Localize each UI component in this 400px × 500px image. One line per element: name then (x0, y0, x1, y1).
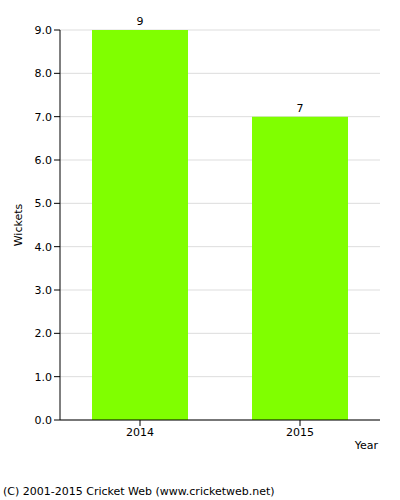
html-text:(C) 2001-2015 Cricket Web (www: (C) 2001-2015 Cricket Web (www.cricketwe… (3, 485, 275, 498)
svg-text:2014: 2014 (126, 426, 154, 439)
html-text:Year: Year (354, 439, 378, 452)
svg-text:9.0: 9.0 (35, 24, 53, 37)
svg-text:0.0: 0.0 (35, 414, 53, 427)
svg-text:6.0: 6.0 (35, 154, 53, 167)
svg-text:5.0: 5.0 (35, 197, 53, 210)
svg-text:9: 9 (137, 15, 144, 28)
svg-text:Wickets: Wickets (12, 203, 25, 246)
svg-text:2.0: 2.0 (35, 327, 53, 340)
svg-text:7: 7 (297, 102, 304, 115)
svg-text:8.0: 8.0 (35, 67, 53, 80)
svg-text:2015: 2015 (286, 426, 314, 439)
svg-text:3.0: 3.0 (35, 284, 53, 297)
svg-text:4.0: 4.0 (35, 241, 53, 254)
svg-text:7.0: 7.0 (35, 111, 53, 124)
svg-text:1.0: 1.0 (35, 371, 53, 384)
